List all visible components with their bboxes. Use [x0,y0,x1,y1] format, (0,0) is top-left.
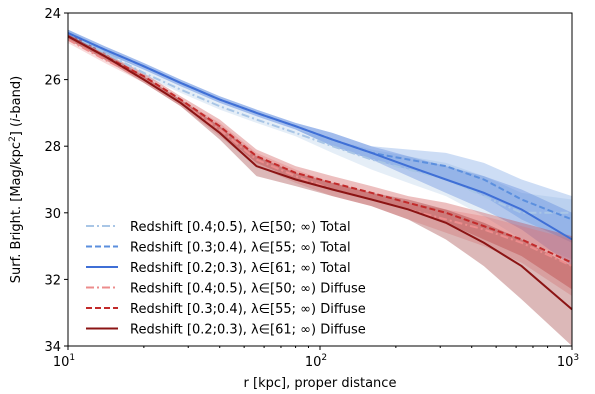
y-tick-label: 34 [44,340,61,355]
legend-label-4: Redshift [0.4;0.5), λ∈[50; ∞) Diffuse [130,282,366,297]
series-lines [67,32,573,311]
y-tick-label: 28 [44,140,61,155]
error-band-1 [68,29,572,260]
legend-label-1: Redshift [0.4;0.5), λ∈[50; ∞) Total [130,220,351,235]
series-line-6 [67,35,573,311]
legend-label-6: Redshift [0.2;0.3), λ∈[61; ∞) Diffuse [130,323,366,338]
y-tick-label: 30 [44,207,61,222]
series-line-5 [67,35,573,264]
y-axis-label: Surf. Bright. [Mag/kpc2] (i-band) [8,76,24,283]
legend-label-3: Redshift [0.2;0.3), λ∈[61; ∞) Total [130,261,351,276]
legend-label-2: Redshift [0.3;0.4), λ∈[55; ∞) Total [130,241,351,256]
series-line-4 [67,38,573,267]
y-tick-label: 24 [44,7,61,22]
x-tick-label: 101 [53,353,75,370]
legend-label-5: Redshift [0.3;0.4), λ∈[55; ∞) Diffuse [130,302,366,317]
y-tick-label: 26 [44,74,61,89]
y-tick-label: 32 [44,273,61,288]
series-line-3 [67,32,573,241]
legend: Redshift [0.4;0.5), λ∈[50; ∞) Total Redsh… [86,220,366,338]
error-band-2 [68,29,572,243]
x-tick-label: 103 [557,353,579,370]
error-band-4 [68,36,572,297]
x-axis-label: r [kpc], proper distance [244,376,397,391]
x-tick-label: 102 [305,353,327,370]
series-line-1 [67,32,572,214]
